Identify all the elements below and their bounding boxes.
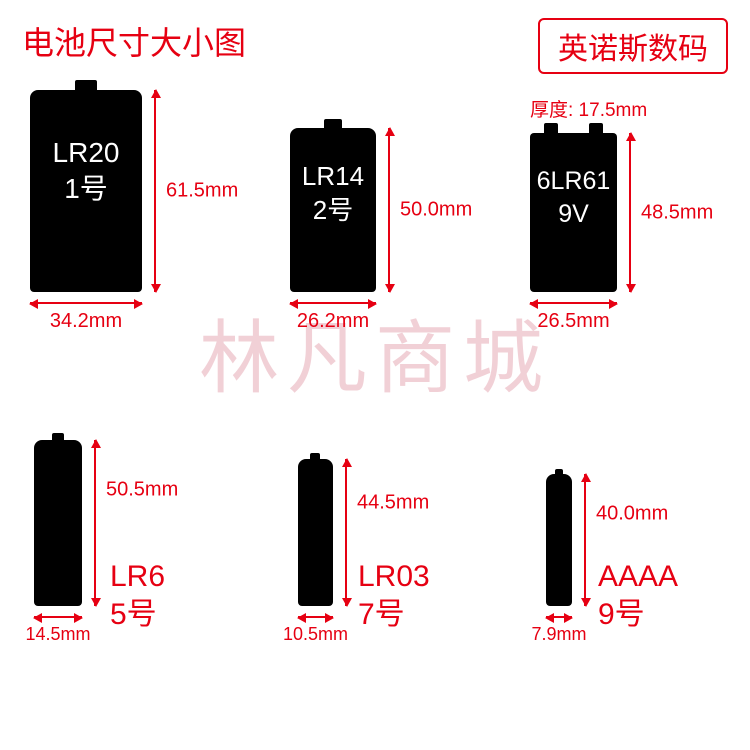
battery-size-name: 5号 <box>110 598 157 631</box>
width-label: 10.5mm <box>283 624 348 645</box>
battery-code: 6LR61 <box>530 165 617 198</box>
width-dimension: 26.2mm <box>290 302 376 304</box>
battery-body <box>298 459 333 606</box>
height-dimension: 61.5mm <box>154 90 156 292</box>
width-dimension: 10.5mm <box>298 616 333 618</box>
width-label: 26.5mm <box>537 310 609 333</box>
battery-code: LR6 <box>110 560 165 593</box>
side-label: LR03 7号 <box>358 558 430 633</box>
width-dimension: 34.2mm <box>30 302 142 304</box>
battery-terminal-right <box>589 123 603 133</box>
width-label: 7.9mm <box>531 624 586 645</box>
height-dimension: 50.0mm <box>388 128 390 292</box>
height-label: 48.5mm <box>641 201 713 224</box>
brand-badge: 英诺斯数码 <box>538 18 728 74</box>
width-dimension: 14.5mm <box>34 616 82 618</box>
battery-size-name: 2号 <box>290 194 376 228</box>
page-title: 电池尺寸大小图 <box>22 18 246 64</box>
width-label: 26.2mm <box>297 310 369 333</box>
battery-body <box>546 474 572 606</box>
width-dimension: 7.9mm <box>546 616 572 618</box>
height-dimension: 48.5mm <box>629 133 631 292</box>
battery-body: LR14 2号 <box>290 128 376 292</box>
battery-terminal-left <box>544 123 558 133</box>
height-label: 50.5mm <box>106 478 178 501</box>
battery-code: LR14 <box>290 160 376 194</box>
battery-size-name: 1号 <box>30 171 142 207</box>
battery-size-name: 9V <box>530 198 617 231</box>
width-label: 14.5mm <box>25 624 90 645</box>
battery-body: 6LR61 9V <box>530 133 617 292</box>
width-dimension: 26.5mm <box>530 302 617 304</box>
battery-tip <box>324 119 342 128</box>
side-label: AAAA 9号 <box>598 558 678 633</box>
battery-label: LR20 1号 <box>30 135 142 208</box>
battery-tip <box>75 80 97 90</box>
width-label: 34.2mm <box>50 310 122 333</box>
battery-code: LR03 <box>358 560 430 593</box>
battery-body <box>34 440 82 606</box>
thickness-label: 厚度: 17.5mm <box>530 95 647 122</box>
height-dimension: 44.5mm <box>345 459 347 606</box>
height-label: 40.0mm <box>596 502 668 525</box>
battery-label: 6LR61 9V <box>530 165 617 230</box>
battery-size-name: 7号 <box>358 598 405 631</box>
height-label: 61.5mm <box>166 180 238 203</box>
battery-code: AAAA <box>598 560 678 593</box>
battery-label: LR14 2号 <box>290 160 376 228</box>
battery-size-name: 9号 <box>598 598 645 631</box>
height-label: 44.5mm <box>357 492 429 515</box>
side-label: LR6 5号 <box>110 558 165 633</box>
watermark-text: 林凡商城 <box>199 294 551 410</box>
height-label: 50.0mm <box>400 199 472 222</box>
battery-body: LR20 1号 <box>30 90 142 292</box>
battery-code: LR20 <box>30 135 142 171</box>
height-dimension: 50.5mm <box>94 440 96 606</box>
battery-tip <box>52 433 64 440</box>
height-dimension: 40.0mm <box>584 474 586 606</box>
